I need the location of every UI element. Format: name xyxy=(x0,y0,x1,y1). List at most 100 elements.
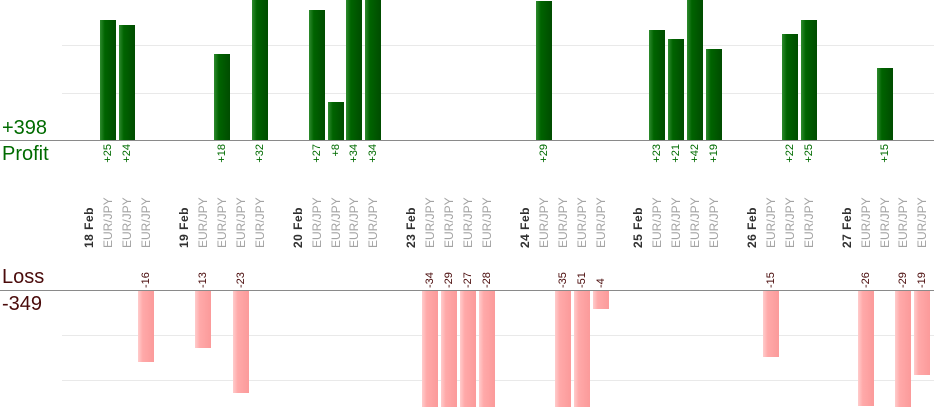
loss-value-label: -34 xyxy=(424,272,437,288)
loss-value-label: -27 xyxy=(462,272,475,288)
profit-value-label: +24 xyxy=(121,144,134,163)
date-label: 18 Feb xyxy=(82,206,97,248)
loss-value-label: -29 xyxy=(443,272,456,288)
trade-pair-label: EUR/JPY xyxy=(707,197,722,248)
loss-value-label: -13 xyxy=(197,272,210,288)
loss-bar xyxy=(895,291,912,407)
loss-axis-line xyxy=(0,290,934,291)
trade-pair-label: EUR/JPY xyxy=(555,197,570,248)
trade-pair-label: EUR/JPY xyxy=(536,197,551,248)
trade-pair-label: EUR/JPY xyxy=(139,197,154,248)
profit-bar xyxy=(327,102,344,140)
trade-pair-label: EUR/JPY xyxy=(461,197,476,248)
trade-pair-label: EUR/JPY xyxy=(763,197,778,248)
trade-pair-label: EUR/JPY xyxy=(896,197,911,248)
loss-bar xyxy=(138,291,155,362)
loss-value-label: -28 xyxy=(480,272,493,288)
profit-value-label: +27 xyxy=(310,144,323,163)
profit-value-label: +42 xyxy=(689,144,702,163)
loss-bar xyxy=(592,291,609,309)
profit-bar xyxy=(213,54,230,140)
profit-bar xyxy=(100,20,117,140)
profit-value-label: +15 xyxy=(878,144,891,163)
loss-bar xyxy=(460,291,477,407)
profit-axis-title: Profit xyxy=(2,143,49,165)
profit-value-label: +18 xyxy=(215,144,228,163)
trade-pair-label: EUR/JPY xyxy=(233,197,248,248)
trade-pair-label: EUR/JPY xyxy=(328,197,343,248)
loss-value-label: -51 xyxy=(575,272,588,288)
date-label: 26 Feb xyxy=(745,206,759,248)
profit-bar xyxy=(876,68,893,140)
loss-bar xyxy=(478,291,495,407)
profit-value-label: +25 xyxy=(802,144,815,163)
loss-axis-title: Loss xyxy=(2,266,45,288)
profit-value-label: +21 xyxy=(670,144,683,163)
trade-pair-label: EUR/JPY xyxy=(214,197,229,248)
loss-bar xyxy=(914,291,931,375)
trade-pair-label: EUR/JPY xyxy=(688,197,703,248)
profit-value-label: +34 xyxy=(348,144,361,163)
loss-total-label: -349 xyxy=(2,293,43,315)
gridline xyxy=(62,93,934,94)
loss-value-label: -35 xyxy=(556,272,569,288)
profit-value-label: +25 xyxy=(102,144,115,163)
profit-value-label: +23 xyxy=(651,144,664,163)
trade-pair-label: EUR/JPY xyxy=(196,197,211,248)
loss-value-label: -16 xyxy=(140,272,153,288)
date-label: 20 Feb xyxy=(290,206,305,248)
trade-pair-label: EUR/JPY xyxy=(347,197,362,248)
profit-bar xyxy=(535,1,552,140)
profit-bar xyxy=(346,0,363,140)
profit-bar xyxy=(365,0,382,140)
loss-bar xyxy=(441,291,458,407)
loss-bar xyxy=(232,291,249,393)
date-label: 19 Feb xyxy=(177,206,192,248)
profit-value-label: +34 xyxy=(367,144,380,163)
trade-pair-label: EUR/JPY xyxy=(479,197,494,248)
loss-value-label: -23 xyxy=(234,272,247,288)
loss-value-label: -15 xyxy=(764,272,777,288)
trade-pair-label: EUR/JPY xyxy=(915,197,930,248)
trade-pair-label: EUR/JPY xyxy=(101,197,116,248)
profit-bar xyxy=(649,30,666,140)
date-label: 25 Feb xyxy=(631,206,646,248)
trade-pair-label: EUR/JPY xyxy=(366,197,381,248)
profit-bar xyxy=(251,0,268,140)
loss-bars-area xyxy=(0,291,934,407)
loss-value-label: -19 xyxy=(916,272,929,288)
trade-pair-label: EUR/JPY xyxy=(858,197,873,248)
trade-pair-label: EUR/JPY xyxy=(309,197,324,248)
trade-pair-label: EUR/JPY xyxy=(782,197,797,248)
loss-bar xyxy=(573,291,590,407)
gridline xyxy=(62,335,934,336)
profit-value-label: +29 xyxy=(537,144,550,163)
trade-pair-label: EUR/JPY xyxy=(442,197,457,248)
loss-value-label: -26 xyxy=(859,272,872,288)
profit-bar xyxy=(781,34,798,140)
profit-bar xyxy=(706,49,723,140)
profit-value-label: +22 xyxy=(783,144,796,163)
date-label: 27 Feb xyxy=(839,206,854,248)
profit-axis-line xyxy=(0,140,934,141)
trade-pair-label: EUR/JPY xyxy=(574,197,589,248)
trade-pair-label: EUR/JPY xyxy=(593,197,608,248)
profit-total-label: +398 xyxy=(2,117,48,139)
profit-bar xyxy=(668,39,685,140)
loss-bar xyxy=(422,291,439,407)
trade-pair-label: EUR/JPY xyxy=(669,197,684,248)
profit-bar xyxy=(308,10,325,140)
profit-value-label: +8 xyxy=(329,144,342,157)
trade-pair-label: EUR/JPY xyxy=(423,197,438,248)
profit-value-label: +32 xyxy=(253,144,266,163)
loss-bar xyxy=(762,291,779,357)
trade-pair-label: EUR/JPY xyxy=(877,197,892,248)
trade-pair-label: EUR/JPY xyxy=(252,197,267,248)
gridline xyxy=(62,380,934,381)
profit-value-label: +19 xyxy=(708,144,721,163)
gridline xyxy=(62,45,934,46)
profit-bars-area xyxy=(0,0,934,140)
loss-bar xyxy=(857,291,874,406)
trade-pair-label: EUR/JPY xyxy=(801,197,816,248)
